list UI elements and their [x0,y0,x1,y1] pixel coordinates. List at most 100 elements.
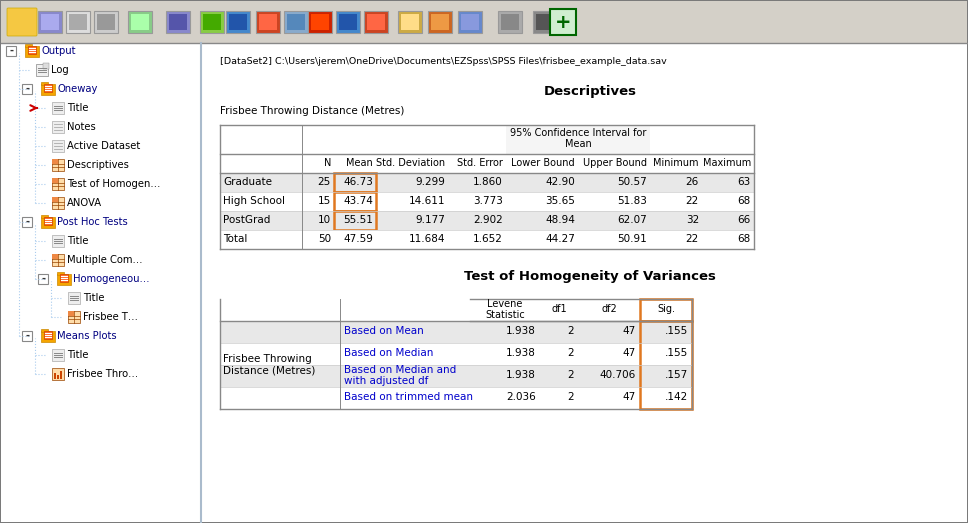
Bar [220,321,692,343]
Text: Maximum: Maximum [703,158,751,168]
Text: -: - [41,274,45,284]
Text: Log: Log [51,65,69,75]
Bar [52,178,58,183]
Text: Lower Bound: Lower Bound [511,158,575,168]
Text: +: + [555,13,571,31]
Bar [533,11,557,33]
Bar [259,14,277,30]
Bar [640,299,692,321]
Text: 11.684: 11.684 [408,234,445,244]
Bar [57,375,59,379]
Bar [1,1,967,43]
Text: 22: 22 [685,196,699,206]
Text: 3.773: 3.773 [473,196,503,206]
Text: Graduate: Graduate [223,177,272,187]
Bar [256,11,280,33]
Text: Title: Title [83,293,105,303]
Text: .142: .142 [665,392,688,403]
Text: Based on trimmed mean: Based on trimmed mean [344,392,473,403]
Bar [498,11,522,33]
Bar [334,191,376,210]
Bar [41,14,59,30]
Bar [401,14,419,30]
Text: -: - [25,217,29,227]
Bar [536,14,554,30]
Text: Frisbee Throwing Distance (Metres): Frisbee Throwing Distance (Metres) [220,106,405,116]
Text: 55.51: 55.51 [343,215,373,225]
Text: 1.860: 1.860 [473,177,503,187]
Text: Minimum: Minimum [653,158,699,168]
Text: Based on Median and
with adjusted df: Based on Median and with adjusted df [344,365,456,386]
Text: Active Dataset: Active Dataset [67,141,140,151]
Bar [57,272,64,275]
Text: 9.299: 9.299 [415,177,445,187]
Text: 62.07: 62.07 [618,215,647,225]
Text: Oneway: Oneway [57,84,98,94]
Text: ANOVA: ANOVA [67,198,103,208]
Text: 2.902: 2.902 [473,215,503,225]
Bar [52,140,64,152]
FancyBboxPatch shape [7,8,37,36]
Text: 2: 2 [567,348,574,358]
Bar [398,11,422,33]
Text: .155: .155 [665,348,688,358]
Text: Title: Title [67,350,88,360]
Text: Upper Bound: Upper Bound [583,158,647,168]
Bar [501,14,519,30]
Bar [28,46,36,54]
Text: 35.65: 35.65 [545,196,575,206]
Text: Sig.: Sig. [657,304,675,314]
Bar [52,197,58,202]
Text: Title: Title [67,236,88,246]
Text: Notes: Notes [67,122,96,132]
Text: 66: 66 [738,215,751,225]
Bar [66,11,90,33]
Bar [38,274,48,284]
Bar [166,11,190,33]
Bar [431,14,449,30]
Bar [220,173,754,191]
Bar [52,159,64,171]
Bar [41,82,48,85]
Text: Based on Mean: Based on Mean [344,326,424,336]
Bar [461,14,479,30]
Text: 43.74: 43.74 [343,196,373,206]
Bar [169,14,187,30]
Text: Frisbee Thro…: Frisbee Thro… [67,369,138,379]
Text: 47: 47 [622,392,636,403]
Text: Descriptives: Descriptives [543,85,637,97]
Bar [6,46,16,56]
Bar [97,14,115,30]
Text: 46.73: 46.73 [343,177,373,187]
Bar [220,343,692,365]
Text: 1.652: 1.652 [473,234,503,244]
Bar [339,14,357,30]
Text: 44.27: 44.27 [545,234,575,244]
Bar [36,64,48,76]
Text: 47.59: 47.59 [343,234,373,244]
Bar [44,217,52,225]
Text: .155: .155 [665,326,688,336]
Text: Homogeneou…: Homogeneou… [73,274,149,284]
Bar [54,373,56,379]
Bar [41,215,48,218]
Bar [220,365,692,386]
Bar [69,14,87,30]
Text: 50: 50 [318,234,331,244]
Bar [220,230,754,248]
Text: Mean: Mean [347,158,373,168]
Text: 47: 47 [622,348,636,358]
Bar [38,11,62,33]
Bar [44,331,52,339]
Text: 15: 15 [318,196,331,206]
Bar [367,14,385,30]
Bar [52,197,64,209]
Bar [52,235,64,247]
Bar [334,173,376,191]
Text: 63: 63 [738,177,751,187]
Bar [52,254,58,259]
Text: Means Plots: Means Plots [57,331,116,341]
Text: -: - [9,46,13,56]
Text: 1.938: 1.938 [506,370,536,381]
Bar [44,84,52,92]
